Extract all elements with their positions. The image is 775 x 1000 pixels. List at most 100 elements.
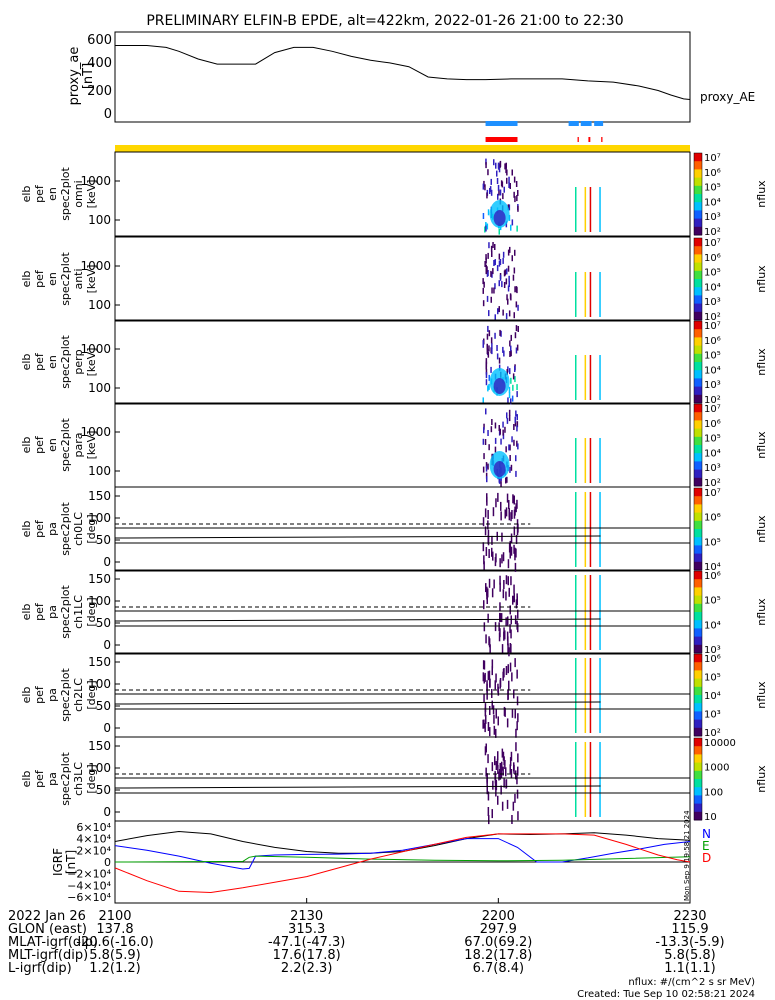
colorbar-0: 10⁷ 10⁶ 10⁵ 10⁴ 10³ 10² nflux bbox=[693, 152, 768, 238]
spec-pixel-3-65 bbox=[500, 481, 502, 488]
spec-pixel-7-42 bbox=[517, 811, 519, 821]
spec-ylabel-7-3: spec2plot bbox=[59, 752, 72, 806]
colorbar-seg-7-9 bbox=[694, 811, 702, 821]
x-row-value-1-1: -47.1(-47.3) bbox=[268, 935, 345, 950]
spec-pixel-3-54 bbox=[508, 444, 510, 451]
spec-pixel-0-6 bbox=[502, 193, 504, 200]
spec-streak-5-3 bbox=[599, 575, 601, 650]
spec-pixel-7-40 bbox=[494, 771, 496, 781]
colorbar-seg-3-7 bbox=[694, 461, 702, 471]
spec-pixel-2-47 bbox=[499, 329, 501, 336]
igrf-panel: IGRF [nT] 6×10⁴4×10⁴2×10⁴0−2×10⁴−4×10⁴−6×1… bbox=[51, 810, 711, 904]
spec-pixel-6-9 bbox=[491, 700, 493, 710]
colorbar-seg-6-7 bbox=[694, 711, 702, 721]
spec-ytick-7-3: 0 bbox=[103, 805, 111, 819]
spec-pixel-6-34 bbox=[485, 714, 487, 724]
spec-pixel-3-20 bbox=[485, 465, 488, 472]
spec-pixel-3-43 bbox=[494, 446, 497, 453]
colorbar-seg-0-8 bbox=[694, 218, 702, 228]
spec-pixel-1-63 bbox=[507, 249, 510, 256]
colorbar-seg-3-6 bbox=[694, 453, 702, 462]
colorbar-seg-2-4 bbox=[694, 353, 702, 363]
spec-pixel-1-55 bbox=[496, 265, 499, 272]
spec-pixel-5-19 bbox=[517, 609, 519, 619]
spec-pixel-3-26 bbox=[516, 421, 519, 428]
spec-pixel-6-23 bbox=[484, 723, 486, 733]
colorbar-seg-6-1 bbox=[694, 662, 702, 671]
colorbar-seg-5-0 bbox=[694, 571, 702, 580]
spec-streak-7-0 bbox=[575, 742, 577, 817]
spec-pixel-1-68 bbox=[482, 300, 485, 307]
colorbar-seg-3-3 bbox=[694, 428, 702, 438]
spec-pixel-2-15 bbox=[517, 326, 519, 332]
spec-pixel-0-37 bbox=[511, 169, 513, 176]
spec-pixel-3-39 bbox=[517, 443, 519, 450]
colorbar-label-2: nflux bbox=[755, 348, 768, 376]
spec-pixel-7-45 bbox=[503, 778, 505, 788]
spec-pixel-6-6 bbox=[483, 719, 485, 729]
spec-pixel-7-30 bbox=[487, 754, 489, 764]
spec-ylabel-0-4: omni bbox=[72, 180, 85, 207]
spec-pixel-2-26 bbox=[510, 350, 512, 357]
spec-pixel-2-4 bbox=[488, 383, 490, 390]
spec-pixel-7-37 bbox=[492, 780, 494, 790]
igrf-ytick-3: 0 bbox=[104, 856, 111, 869]
spec-pixel-4-25 bbox=[501, 532, 503, 542]
colorbar-seg-7-5 bbox=[694, 779, 702, 788]
spec-pixel-6-53 bbox=[504, 707, 506, 717]
colorbar-tick-5-0: 10⁶ bbox=[704, 571, 721, 582]
spec-pixel-2-40 bbox=[494, 332, 496, 339]
spec-pixel-3-66 bbox=[498, 476, 500, 483]
spec-pixel-5-0 bbox=[499, 575, 501, 585]
spec-pixel-1-51 bbox=[501, 281, 503, 288]
spec-pixel-5-59 bbox=[508, 647, 510, 657]
x-row-value-0-0: 137.8 bbox=[96, 922, 133, 937]
igrf-ytick-2: 2×10⁴ bbox=[76, 844, 111, 857]
spec-pixel-3-44 bbox=[485, 472, 488, 479]
spec-streak-1-1 bbox=[584, 272, 587, 317]
spec-ytick-5-2: 50 bbox=[96, 616, 111, 630]
spec-pixel-1-15 bbox=[515, 301, 518, 308]
spec-pixel-5-12 bbox=[488, 638, 491, 648]
spec-pixel-5-54 bbox=[517, 623, 519, 633]
colorbar-label-6: nflux bbox=[755, 681, 768, 709]
colorbar-tick-6-4: 10² bbox=[704, 728, 721, 739]
spec-ylabel-6-0: elb bbox=[20, 687, 33, 704]
spec-ylabel-7-4: ch3LC bbox=[72, 762, 85, 796]
colorbar-seg-2-8 bbox=[694, 386, 702, 396]
colorbar-seg-1-5 bbox=[694, 279, 702, 288]
spec-pixel-3-40 bbox=[514, 416, 516, 423]
spec-pixel-4-28 bbox=[497, 492, 499, 502]
spec-panel-0: elb pef en spec2plot omni [keV]100010010⁷10⁶1… bbox=[20, 151, 768, 238]
spec-streak-3-2 bbox=[589, 438, 592, 483]
spec-pixel-5-18 bbox=[505, 591, 507, 601]
spec-pixel-1-47 bbox=[515, 286, 518, 293]
spec-pixel-4-46 bbox=[500, 511, 502, 521]
spec-pixel-7-51 bbox=[486, 785, 488, 795]
spec-pixel-5-45 bbox=[509, 643, 512, 652]
colorbar-seg-4-2 bbox=[694, 504, 702, 514]
spec-pixel-1-36 bbox=[502, 257, 504, 264]
colorbar-3: 10⁷ 10⁶ 10⁵ 10⁴ 10³ 10² nflux bbox=[693, 403, 768, 489]
spec-pixel-5-51 bbox=[483, 622, 486, 632]
spec-frame-0 bbox=[114, 151, 691, 237]
colorbar-seg-2-6 bbox=[694, 370, 702, 379]
spec-pixel-3-52 bbox=[483, 453, 485, 460]
spec-pixel-3-29 bbox=[508, 415, 511, 422]
spec-pixel-5-13 bbox=[500, 613, 503, 623]
spec-pixel-2-69 bbox=[482, 341, 484, 348]
colorbar-seg-1-6 bbox=[694, 287, 702, 296]
igrf-line-E bbox=[114, 855, 691, 863]
spec-pixel-1-30 bbox=[513, 267, 516, 274]
spec-pixel-2-62 bbox=[487, 385, 489, 392]
spec-pixel-0-34 bbox=[513, 176, 516, 183]
spec-pixel-2-2 bbox=[514, 376, 516, 383]
colorbar-seg-2-1 bbox=[694, 329, 702, 338]
spec-pixel-2-37 bbox=[487, 351, 490, 358]
x-row-value-3-3: 1.1(1.1) bbox=[664, 961, 716, 976]
spec-pixel-3-9 bbox=[515, 455, 517, 462]
spec-pixel-7-10 bbox=[491, 762, 494, 772]
spec-pixel-0-69 bbox=[496, 170, 498, 177]
spec-ylabel-7-2: pa bbox=[46, 772, 59, 786]
spec-pixel-0-17 bbox=[505, 167, 507, 174]
